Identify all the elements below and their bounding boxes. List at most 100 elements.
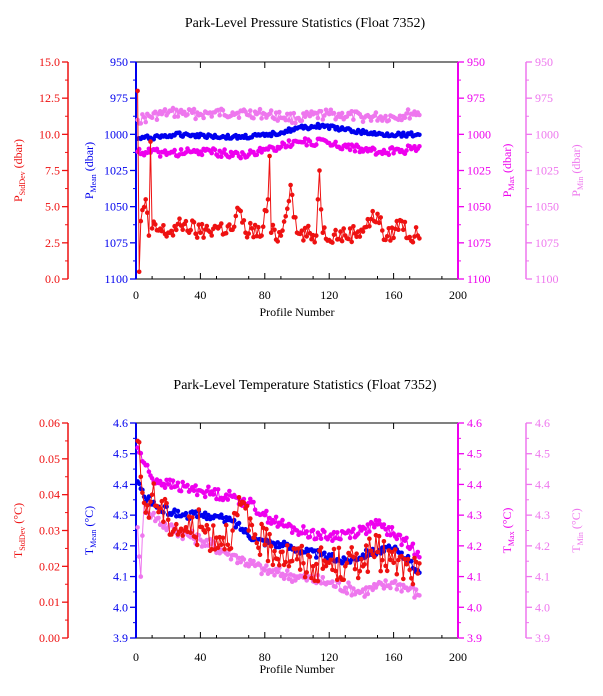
x-tick-label: 40	[194, 288, 206, 302]
y-tick-label: 0.01	[39, 595, 60, 609]
y-tick-label: 0.05	[39, 452, 60, 466]
y-axis-label: TMin (°C)	[569, 508, 585, 552]
data-point	[409, 576, 414, 581]
data-point	[407, 567, 413, 573]
data-point	[268, 133, 274, 139]
data-point	[259, 233, 264, 238]
y-tick-label: 1100	[467, 272, 491, 286]
x-tick-label: 80	[259, 650, 271, 664]
data-point	[264, 208, 269, 214]
y-tick-label: 4.5	[467, 447, 482, 461]
data-point	[259, 571, 264, 577]
series-min	[135, 500, 422, 600]
data-point	[354, 551, 359, 556]
data-point	[135, 445, 140, 450]
data-point	[207, 110, 213, 115]
data-point	[277, 109, 282, 115]
y-tick-label: 4.3	[467, 508, 482, 522]
data-point	[153, 222, 158, 227]
data-point	[301, 561, 306, 566]
data-point	[259, 116, 264, 121]
data-point	[362, 562, 367, 567]
y-tick-label: 4.5	[113, 447, 128, 461]
data-point	[267, 153, 272, 159]
data-point	[312, 240, 318, 245]
data-point	[288, 182, 293, 188]
data-point	[381, 586, 387, 591]
data-point	[190, 110, 195, 115]
data-point	[351, 526, 356, 532]
data-point	[262, 512, 268, 518]
data-point	[417, 555, 422, 560]
data-point	[204, 516, 210, 522]
data-point	[362, 594, 367, 599]
data-point	[335, 530, 340, 535]
data-point	[161, 510, 166, 515]
data-point	[304, 570, 310, 575]
data-point	[280, 517, 285, 523]
y-axis-label: PMax (dbar)	[500, 144, 516, 198]
data-point	[251, 115, 256, 121]
data-point	[215, 487, 221, 492]
data-point	[336, 545, 342, 551]
data-point	[320, 117, 326, 122]
data-point	[215, 545, 221, 551]
data-point	[323, 563, 329, 569]
data-point	[301, 238, 306, 243]
y-tick-label: 1050	[467, 200, 491, 214]
data-point	[151, 481, 156, 486]
x-axis-label: Profile Number	[260, 305, 335, 319]
data-point	[375, 522, 380, 527]
data-point	[193, 535, 198, 540]
data-point	[386, 152, 392, 158]
data-point	[397, 532, 403, 538]
data-point	[351, 554, 356, 560]
x-tick-label: 120	[320, 288, 338, 302]
data-point	[283, 117, 289, 123]
y-axis-label: PStdDev (dbar)	[11, 139, 27, 202]
y-tick-label: 0.02	[39, 559, 60, 573]
y-tick-label: 4.2	[467, 539, 482, 553]
x-tick-label: 40	[194, 650, 206, 664]
data-point	[372, 524, 377, 530]
data-point	[231, 224, 237, 230]
y-axis-min: 1100 1075 1050 1025 1000 975 950 PMin (dbar)	[525, 55, 585, 286]
data-point	[146, 515, 152, 520]
data-point	[235, 512, 240, 518]
data-point	[154, 503, 160, 509]
data-point	[386, 525, 392, 530]
data-point	[320, 575, 326, 580]
data-point	[370, 521, 376, 526]
y-tick-label: 0.03	[39, 524, 60, 538]
data-point	[341, 577, 347, 583]
data-point	[222, 147, 227, 152]
data-point	[165, 517, 171, 523]
data-point	[402, 219, 408, 225]
data-point	[285, 111, 290, 117]
data-point	[372, 554, 377, 560]
data-point	[165, 482, 171, 487]
data-point	[360, 229, 366, 234]
y-tick-label: 2.5	[45, 236, 60, 250]
data-point	[170, 478, 176, 484]
data-point	[355, 531, 361, 537]
data-point	[194, 542, 200, 548]
data-point	[241, 500, 247, 506]
data-point	[172, 223, 177, 229]
data-point	[277, 562, 282, 568]
data-point	[357, 234, 363, 239]
data-point	[138, 574, 144, 579]
data-point	[273, 544, 279, 550]
data-point	[381, 539, 387, 544]
data-point	[174, 521, 179, 527]
y-axis-label: TMean (°C)	[82, 506, 98, 555]
data-point	[164, 501, 169, 506]
data-point	[410, 541, 416, 547]
data-point	[270, 222, 276, 228]
data-point	[199, 221, 205, 227]
data-point	[185, 112, 190, 117]
data-point	[399, 550, 404, 556]
y-axis-min: 3.9 4.0 4.1 4.2 4.3 4.4 4.5 4.6 TMin (°C)	[525, 416, 585, 645]
data-point	[136, 554, 142, 559]
